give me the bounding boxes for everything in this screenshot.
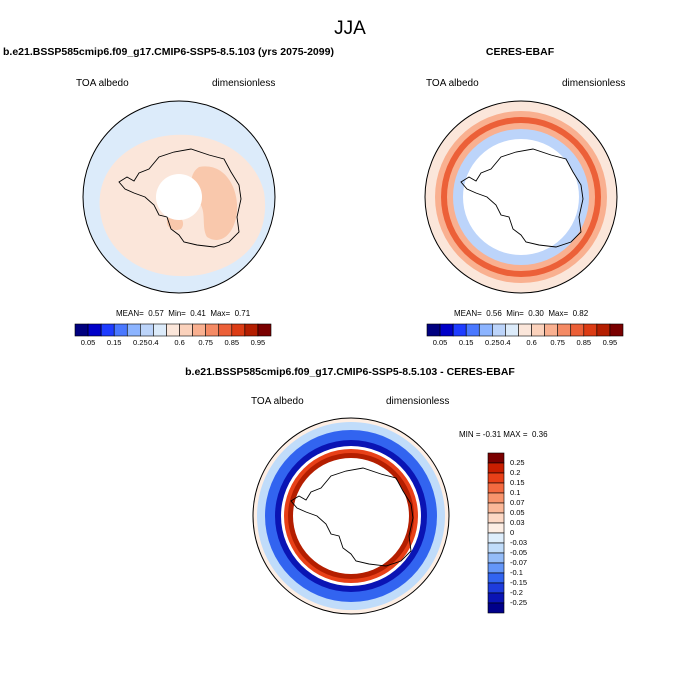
colorbar-tick-label: 0.1 bbox=[510, 488, 521, 497]
colorbar-swatch bbox=[557, 323, 572, 337]
figure-title: JJA bbox=[334, 18, 366, 39]
panel-diff-title: b.e21.BSSP585cmip6.f09_g17.CMIP6-SSP5-8.… bbox=[185, 366, 515, 378]
colorbar-tick-label: -0.1 bbox=[510, 568, 523, 577]
colorbar-swatch bbox=[487, 532, 505, 544]
colorbar-swatch bbox=[487, 562, 505, 574]
colorbar-swatch bbox=[487, 572, 505, 584]
colorbar-swatch bbox=[205, 323, 220, 337]
colorbar-swatch bbox=[153, 323, 167, 337]
colorbar-tick-label: 0.75 bbox=[550, 338, 565, 347]
colorbar-swatch bbox=[583, 323, 598, 337]
colorbar-diff bbox=[487, 452, 505, 614]
colorbar-swatch bbox=[426, 323, 441, 337]
colorbar-tick-label: 0.4 bbox=[500, 338, 511, 347]
colorbar-tick-label: 0.25 bbox=[485, 338, 500, 347]
colorbar-swatch bbox=[87, 323, 102, 337]
colorbar-tick-label: 0 bbox=[510, 528, 515, 537]
panel-diff-variable-label: TOA albedo bbox=[251, 396, 304, 407]
colorbar-swatch bbox=[166, 323, 180, 337]
colorbar-swatch bbox=[140, 323, 154, 337]
map-model bbox=[82, 100, 276, 294]
colorbar-swatch bbox=[192, 323, 206, 337]
colorbar-tick-label: 0.4 bbox=[148, 338, 159, 347]
colorbar-swatch bbox=[487, 512, 505, 524]
colorbar-swatch bbox=[257, 323, 272, 337]
colorbar-tick-label: 0.07 bbox=[510, 498, 525, 507]
panel-model-units-label: dimensionless bbox=[212, 78, 276, 89]
colorbar-swatch bbox=[487, 482, 505, 494]
panel-obs-stats: MEAN= 0.56 Min= 0.30 Max= 0.82 bbox=[454, 309, 589, 318]
colorbar-swatch bbox=[100, 323, 115, 337]
colorbar-tick-label: 0.95 bbox=[250, 338, 266, 347]
colorbar-swatch bbox=[126, 323, 141, 337]
colorbar-tick-label: 0.15 bbox=[106, 338, 122, 347]
colorbar-tick-label: 0.15 bbox=[458, 338, 474, 347]
colorbar-tick-label: 0.05 bbox=[510, 508, 525, 517]
colorbar-swatch bbox=[518, 323, 532, 337]
colorbar-swatch bbox=[544, 323, 558, 337]
panel-obs-units-label: dimensionless bbox=[562, 78, 626, 89]
map-obs bbox=[424, 100, 618, 294]
panel-model-stats: MEAN= 0.57 Min= 0.41 Max= 0.71 bbox=[116, 309, 251, 318]
colorbar-tick-label: 0.25 bbox=[510, 458, 525, 467]
colorbar-swatch bbox=[113, 323, 128, 337]
colorbar-tick-label: 0.2 bbox=[510, 468, 521, 477]
panel-obs-variable-label: TOA albedo bbox=[426, 78, 479, 89]
colorbar-tick-label: 0.05 bbox=[80, 338, 96, 347]
colorbar-swatch bbox=[487, 552, 505, 564]
colorbar-tick-label: -0.25 bbox=[510, 598, 528, 607]
colorbar-tick-label: -0.05 bbox=[510, 548, 528, 557]
panel-diff-stats: MIN = -0.31 MAX = 0.36 bbox=[459, 430, 548, 439]
colorbar-tick-label: -0.2 bbox=[510, 588, 523, 597]
colorbar-tick-label: -0.07 bbox=[510, 558, 528, 567]
colorbar-swatch bbox=[244, 323, 259, 337]
colorbar-tick-label: 0.75 bbox=[198, 338, 213, 347]
colorbar-swatch bbox=[74, 323, 89, 337]
panel-model-title: b.e21.BSSP585cmip6.f09_g17.CMIP6-SSP5-8.… bbox=[3, 46, 334, 58]
colorbar-swatch bbox=[531, 323, 545, 337]
colorbar-swatch bbox=[487, 522, 505, 534]
colorbar-swatch bbox=[487, 462, 505, 474]
colorbar-tick-label: 0.6 bbox=[526, 338, 537, 347]
colorbar-tick-label: 0.25 bbox=[133, 338, 148, 347]
colorbar-swatch bbox=[487, 542, 505, 554]
colorbar-tick-label: -0.15 bbox=[510, 578, 528, 587]
colorbar-swatch bbox=[487, 602, 505, 614]
colorbar-swatch bbox=[492, 323, 506, 337]
colorbar-swatch bbox=[478, 323, 493, 337]
colorbar-swatch bbox=[179, 323, 193, 337]
colorbar-tick-label: 0.95 bbox=[602, 338, 618, 347]
colorbar-swatch bbox=[218, 323, 233, 337]
colorbar-swatch bbox=[487, 582, 505, 594]
colorbar-swatch bbox=[487, 592, 505, 604]
colorbar-tick-label: 0.15 bbox=[510, 478, 525, 487]
panel-obs-title: CERES-EBAF bbox=[485, 46, 555, 58]
colorbar-tick-label: 0.05 bbox=[432, 338, 448, 347]
map-diff bbox=[252, 417, 450, 615]
colorbar-tick-label: 0.85 bbox=[224, 338, 240, 347]
colorbar-swatch bbox=[487, 452, 505, 464]
colorbar-swatch bbox=[505, 323, 519, 337]
colorbar-obs bbox=[426, 323, 624, 337]
colorbar-swatch bbox=[231, 323, 246, 337]
colorbar-swatch bbox=[487, 472, 505, 484]
colorbar-tick-label: 0.03 bbox=[510, 518, 525, 527]
colorbar-tick-label: 0.6 bbox=[174, 338, 185, 347]
panel-model-variable-label: TOA albedo bbox=[76, 78, 129, 89]
colorbar-swatch bbox=[609, 323, 624, 337]
colorbar-model bbox=[74, 323, 272, 337]
colorbar-swatch bbox=[452, 323, 467, 337]
panel-diff-units-label: dimensionless bbox=[386, 396, 450, 407]
colorbar-swatch bbox=[570, 323, 585, 337]
colorbar-tick-label: -0.03 bbox=[510, 538, 528, 547]
colorbar-swatch bbox=[439, 323, 454, 337]
colorbar-tick-label: 0.85 bbox=[576, 338, 592, 347]
colorbar-swatch bbox=[465, 323, 480, 337]
colorbar-swatch bbox=[596, 323, 611, 337]
colorbar-swatch bbox=[487, 502, 505, 514]
colorbar-swatch bbox=[487, 492, 505, 504]
